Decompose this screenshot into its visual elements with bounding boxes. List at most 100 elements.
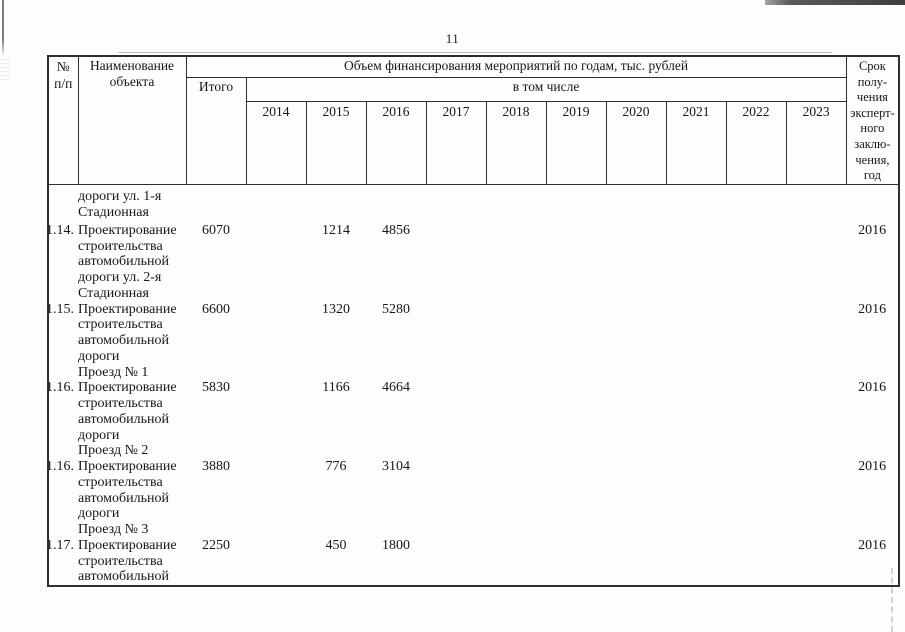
row-expert-conclusion-year	[846, 184, 899, 223]
row-number: 1.16.	[46, 380, 74, 396]
row-object-name: Проектирование строительства автомобильн…	[78, 301, 177, 380]
row-object-name: Проектирование строительства автомобильн…	[78, 459, 177, 537]
row-year-2018-value	[486, 302, 546, 381]
row-year-2017-value	[426, 223, 486, 302]
page-number: 11	[445, 31, 460, 46]
row-number	[48, 184, 78, 223]
header-year-2018: 2018	[485, 100, 547, 185]
row-expert-conclusion-year: 2016	[858, 459, 887, 474]
header-col-number: № п/п	[47, 55, 79, 185]
row-year-2014-value	[246, 380, 306, 459]
header-including-group: в том числе	[245, 76, 847, 102]
row-number: 1.15.	[46, 301, 74, 317]
row-year-2014-value	[246, 223, 306, 302]
header-year-2019: 2019	[545, 100, 607, 185]
row-year-2022-value	[726, 223, 786, 302]
header-year-2020: 2020	[605, 100, 667, 185]
row-year-2018-value	[486, 223, 546, 302]
row-year-2020-value	[606, 538, 666, 586]
row-total-value: 5830	[202, 380, 230, 396]
row-object-name: дороги ул. 1-я Стадионная	[78, 188, 162, 220]
row-year-2023-value	[786, 538, 846, 586]
header-year-2016: 2016	[365, 100, 427, 185]
header-year-2023: 2023	[785, 100, 847, 185]
row-year-2023-value	[786, 459, 846, 538]
row-year-2017-value	[426, 538, 486, 586]
row-year-2020-value	[606, 184, 666, 223]
row-number: 1.17.	[46, 537, 74, 553]
header-col-object-name: Наименование объекта	[77, 55, 187, 185]
row-year-2019-value	[546, 223, 606, 302]
row-year-2023-value	[786, 380, 846, 459]
table-row: 1.14. Проектирование строительства автом…	[46, 222, 899, 302]
header-year-2014: 2014	[245, 100, 307, 185]
row-expert-conclusion-year: 2016	[858, 222, 887, 238]
row-expert-conclusion-year: 2016	[858, 380, 887, 396]
row-year-2015-value: 1214	[322, 222, 350, 238]
scan-artifact-left-edge-line	[2, 0, 4, 57]
table-body: дороги ул. 1-я Стадионная 1.14. Проектир…	[46, 184, 899, 586]
row-year-2019-value	[546, 459, 606, 538]
row-year-2019-value	[546, 302, 606, 381]
row-total-value: 6070	[202, 222, 230, 238]
row-year-2021-value	[666, 380, 726, 459]
row-year-2020-value	[606, 223, 666, 302]
row-object-name: Проектирование строительства автомобильн…	[78, 222, 177, 301]
row-year-2021-value	[666, 223, 726, 302]
scan-artifact-left-noise	[1, 58, 10, 80]
table-row: дороги ул. 1-я Стадионная	[48, 184, 899, 223]
row-expert-conclusion-year: 2016	[858, 301, 887, 317]
row-year-2017-value	[426, 380, 486, 459]
row-year-2015-value: 450	[325, 537, 347, 553]
row-total-value	[186, 184, 246, 223]
row-year-2022-value	[726, 302, 786, 381]
row-year-2017-value	[426, 302, 486, 381]
row-year-2014-value	[246, 459, 306, 538]
row-year-2018-value	[486, 538, 546, 586]
row-year-2016-value: 1800	[382, 537, 410, 553]
row-year-2016-value: 5280	[382, 301, 410, 317]
row-year-2016-value: 3104	[382, 459, 410, 474]
row-total-value: 3880	[202, 459, 230, 474]
header-year-2021: 2021	[665, 100, 727, 185]
header-financing-volume-group: Объем финансирования мероприятий по года…	[185, 55, 847, 78]
row-year-2021-value	[666, 538, 726, 586]
scan-artifact-top-bar	[765, 0, 905, 5]
financing-table: № п/п Наименование объекта Объем финанси…	[46, 55, 901, 587]
row-year-2020-value	[606, 459, 666, 538]
header-col-expert-conclusion-term: Срок полу- чения эксперт- ного заклю- че…	[845, 55, 900, 185]
header-year-2022: 2022	[725, 100, 787, 185]
row-year-2020-value	[606, 380, 666, 459]
row-year-2021-value	[666, 459, 726, 538]
row-year-2015-value: 1320	[322, 301, 350, 317]
header-year-2015: 2015	[305, 100, 367, 185]
row-year-2022-value	[726, 538, 786, 586]
row-year-2021-value	[666, 302, 726, 381]
table-row: 1.16. Проектирование строительства автом…	[46, 380, 899, 459]
row-year-2018-value	[486, 380, 546, 459]
row-year-2016-value: 4664	[382, 380, 410, 396]
row-year-2022-value	[726, 184, 786, 223]
row-object-name: Проектирование строительства автомобильн…	[78, 380, 177, 459]
row-number: 1.14.	[46, 222, 74, 238]
row-year-2020-value	[606, 302, 666, 381]
row-total-value: 2250	[202, 537, 230, 553]
row-number: 1.16.	[46, 459, 74, 474]
table-row: 1.17. Проектирование строительства автом…	[46, 537, 899, 586]
row-year-2021-value	[666, 184, 726, 223]
header-year-2017: 2017	[425, 100, 487, 185]
row-year-2015-value: 1166	[322, 380, 350, 396]
row-year-2014-value	[246, 184, 306, 223]
row-year-2016-value: 4856	[382, 222, 410, 238]
row-year-2016-value	[366, 184, 426, 223]
row-year-2022-value	[726, 459, 786, 538]
table-row: 1.15. Проектирование строительства автом…	[46, 301, 899, 381]
row-year-2023-value	[786, 302, 846, 381]
row-year-2014-value	[246, 302, 306, 381]
row-year-2017-value	[426, 459, 486, 538]
row-year-2019-value	[546, 184, 606, 223]
row-year-2019-value	[546, 380, 606, 459]
row-year-2015-value: 776	[325, 459, 347, 474]
row-total-value: 6600	[202, 301, 230, 317]
